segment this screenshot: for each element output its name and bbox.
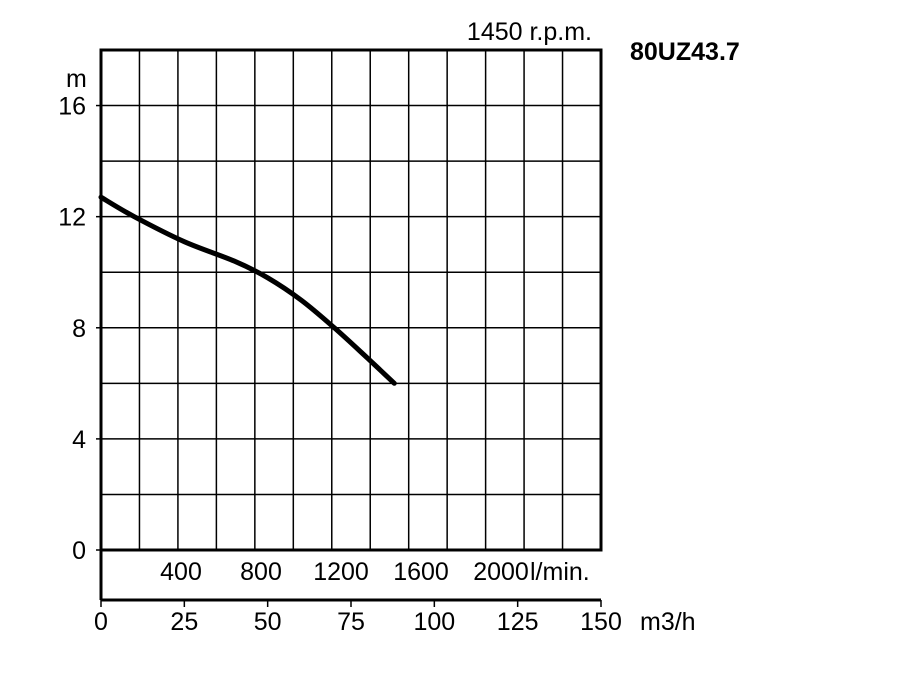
x-tick-label-lmin: 400 (160, 558, 202, 586)
x-tick-label-lmin: 2000 (473, 558, 529, 586)
head-flow-curve (98, 194, 397, 386)
y-tick-label: 0 (72, 537, 86, 565)
x-axis-unit-m3h: m3/h (640, 608, 696, 636)
x-tick-label-m3h: 100 (413, 608, 455, 636)
x-axis-ticks (100, 600, 602, 607)
x-tick-label-m3h: 25 (170, 608, 198, 636)
grid (101, 50, 601, 550)
x-tick-label-m3h: 50 (254, 608, 282, 636)
y-tick-label: 16 (58, 93, 86, 121)
x-tick-label-lmin: 800 (240, 558, 282, 586)
x-tick-label-m3h: 150 (580, 608, 622, 636)
x-tick-label-lmin: 1200 (313, 558, 369, 586)
x-tick-label-lmin: 1600 (393, 558, 449, 586)
y-tick-labels: 0 4 8 12 16 (58, 93, 101, 565)
y-tick-label: 12 (58, 204, 86, 232)
speed-label: 1450 r.p.m. (467, 18, 592, 46)
x-tick-label-m3h: 75 (337, 608, 365, 636)
y-axis-unit-label: m (66, 65, 87, 93)
x-tick-label-m3h: 125 (497, 608, 539, 636)
x-axis-unit-lmin: l/min. (530, 558, 590, 586)
plot-frame (99, 48, 603, 552)
y-tick-label: 4 (72, 426, 86, 454)
model-label: 80UZ43.7 (630, 38, 740, 66)
x-tick-label-m3h: 0 (94, 608, 108, 636)
y-tick-label: 8 (72, 315, 86, 343)
x-tick-labels-lmin: 400 800 1200 1600 2000 (160, 558, 529, 586)
x-tick-labels-m3h: 0 25 50 75 100 125 150 (94, 608, 622, 636)
